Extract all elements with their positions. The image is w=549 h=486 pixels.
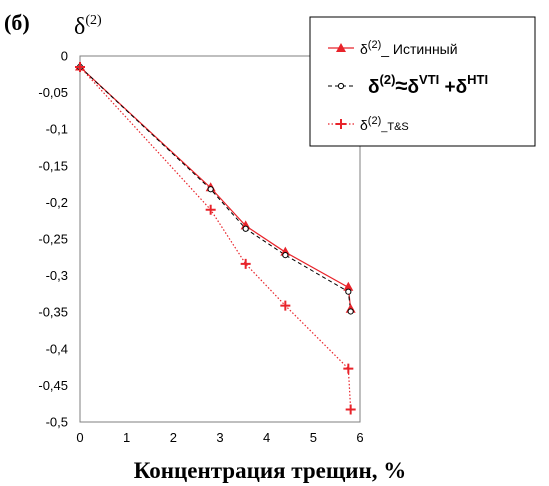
- x-tick-label: 4: [263, 430, 270, 445]
- y-tick-label: -0,2: [46, 195, 68, 210]
- y-axis-label: δ(2): [74, 13, 102, 40]
- y-tick-label: -0,25: [38, 232, 68, 247]
- panel-label: (б): [4, 10, 30, 35]
- x-tick-label: 6: [356, 430, 363, 445]
- x-axis-ticks: 0 1 2 3 4 5 6: [76, 430, 363, 445]
- data-point-approx: [207, 186, 214, 193]
- data-point-ts: [240, 258, 251, 269]
- legend: δ(2)_ Истинный δ(2)≈δVTI +δHTI δ(2)_T&S: [309, 16, 536, 147]
- y-axis-ticks: 0 -0,05 -0,1 -0,15 -0,2 -0,25 -0,3 -0,35 -0,4 -0,…: [38, 49, 68, 430]
- plot-area: [79, 55, 361, 423]
- y-tick-label: -0,05: [38, 85, 68, 100]
- y-tick-label: -0,35: [38, 305, 68, 320]
- data-point-ts: [343, 363, 354, 374]
- data-point-ts: [345, 404, 356, 415]
- data-point-true: [343, 281, 354, 291]
- series-line-ts: [79, 66, 352, 410]
- data-point-approx: [282, 252, 289, 259]
- legend-label-ts: δ(2)_T&S: [360, 115, 409, 133]
- data-point-ts: [280, 300, 291, 311]
- x-tick-label: 2: [170, 430, 177, 445]
- series-line-approx: [79, 66, 352, 312]
- y-tick-label: -0,5: [46, 415, 68, 430]
- y-tick-label: -0,3: [46, 268, 68, 283]
- legend-label-approx: δ(2)≈δVTI +δHTI: [368, 72, 488, 98]
- data-point-ts: [205, 204, 216, 215]
- x-axis-label: Концентрация трещин, %: [134, 458, 407, 483]
- x-tick-label: 1: [123, 430, 130, 445]
- data-point-ts: [75, 61, 85, 72]
- y-tick-label: -0,15: [38, 158, 68, 173]
- x-tick-label: 0: [76, 430, 83, 445]
- legend-label-true: δ(2)_ Истинный: [360, 39, 458, 57]
- data-point-approx: [345, 288, 352, 295]
- y-tick-label: 0: [61, 49, 68, 64]
- data-point-approx: [242, 225, 249, 232]
- x-tick-label: 5: [310, 430, 317, 445]
- data-point-approx: [347, 308, 354, 315]
- legend-swatch-true-marker: [336, 43, 346, 52]
- y-tick-label: -0,4: [46, 341, 68, 356]
- legend-swatch-ts-marker: [336, 119, 346, 129]
- y-tick-label: -0,45: [38, 378, 68, 393]
- x-tick-label: 3: [216, 430, 223, 445]
- y-tick-label: -0,1: [46, 122, 68, 137]
- legend-swatch-approx-marker: [337, 82, 345, 90]
- series-layer: [75, 61, 356, 415]
- legend-box: [309, 16, 536, 147]
